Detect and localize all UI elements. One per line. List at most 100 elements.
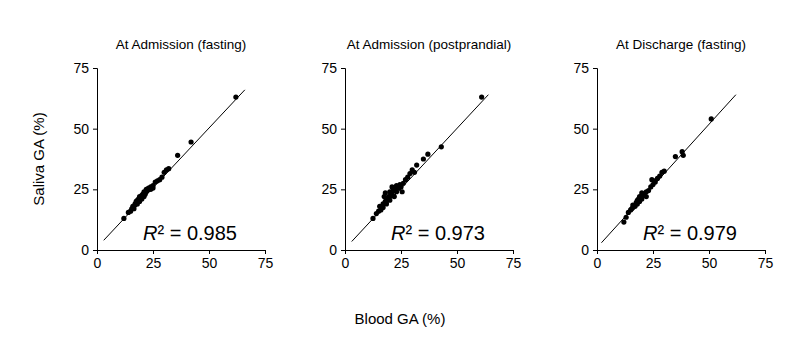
tick-label: 50 [573,121,589,137]
axis-line [593,69,598,251]
tick-label: 0 [94,255,102,271]
point [662,169,667,174]
tick-mark [93,189,97,190]
tick-label: 50 [450,255,466,271]
tick: 0 [594,250,602,271]
tick: 50 [202,250,218,271]
tick-label: 75 [258,255,274,271]
tick-mark [341,189,345,190]
tick-mark [593,129,597,130]
tick-mark [457,250,458,254]
tick: 25 [73,181,97,197]
x-axis: 0 25 50 75 [594,250,774,271]
annotation: R² = 0.973 [391,222,485,244]
annotation: R² = 0.985 [143,222,237,244]
tick: 75 [258,250,274,271]
tick-mark [593,68,597,69]
tick-mark [653,250,654,254]
tick: 25 [646,250,662,271]
chart-title: At Admission (fasting) [116,37,247,52]
tick-mark [93,68,97,69]
tick: 75 [73,60,97,76]
panel: At Admission (postprandial) 0 25 50 75 0 25 50 7… [321,37,521,271]
tick: 0 [94,250,102,271]
tick-mark [153,250,154,254]
tick: 75 [506,250,522,271]
tick-label: 25 [321,181,337,197]
tick-label: 25 [73,181,89,197]
tick-label: 50 [202,255,218,271]
tick-mark [709,250,710,254]
point [175,153,180,158]
axis-line [98,251,266,255]
chart-title: At Discharge (fasting) [616,37,746,52]
point [644,194,649,199]
point [425,152,430,157]
axis-line [341,69,346,251]
tick-mark [593,250,597,251]
tick: 50 [702,250,718,271]
chart-title: At Admission (postprandial) [347,37,511,52]
point [233,95,238,100]
tick: 75 [573,60,597,76]
tick-label: 75 [506,255,522,271]
point [414,162,419,167]
tick-mark [93,129,97,130]
plot-area [601,95,735,243]
tick: 75 [758,250,774,271]
tick-label: 25 [394,255,410,271]
axis-line [346,251,514,255]
tick: 25 [146,250,162,271]
tick-mark [341,68,345,69]
fit-line [352,95,489,242]
tick: 0 [329,242,345,258]
tick-label: 50 [73,121,89,137]
tick-label: 0 [342,255,350,271]
tick-mark [513,250,514,254]
y-axis-title: Saliva GA (%) [30,112,47,205]
point [392,194,397,199]
point [673,154,678,159]
point [166,166,171,171]
tick: 75 [321,60,345,76]
point [188,139,193,144]
tick-label: 0 [594,255,602,271]
annotation: R² = 0.979 [643,222,737,244]
tick-label: 25 [646,255,662,271]
tick: 50 [73,121,97,137]
tick-label: 25 [573,181,589,197]
point [439,144,444,149]
axis-line [598,251,766,255]
tick-label: 75 [758,255,774,271]
tick-label: 50 [321,121,337,137]
tick-label: 0 [581,242,589,258]
tick: 25 [394,250,410,271]
tick-mark [341,129,345,130]
point [624,215,629,220]
tick-mark [401,250,402,254]
x-axis-title: Blood GA (%) [355,310,446,327]
y-axis: 0 25 50 75 [573,60,597,258]
tick-label: 25 [146,255,162,271]
tick-mark [93,250,97,251]
tick: 0 [581,242,597,258]
tick: 50 [573,121,597,137]
x-axis: 0 25 50 75 [342,250,522,271]
tick: 0 [342,250,350,271]
tick-mark [765,250,766,254]
tick-mark [265,250,266,254]
tick-label: 0 [81,242,89,258]
tick-label: 75 [73,60,89,76]
tick-label: 0 [329,242,337,258]
panel: At Admission (fasting) 0 25 50 75 0 25 50 75 R² =… [73,37,273,271]
plot-area [352,95,489,242]
point [709,116,714,121]
y-axis: 0 25 50 75 [73,60,97,258]
tick-label: 50 [702,255,718,271]
panel: At Discharge (fasting) 0 25 50 75 0 25 50 75 R² =… [573,37,773,271]
tick-mark [209,250,210,254]
point [370,216,375,221]
tick-label: 75 [321,60,337,76]
figure: At Admission (fasting) 0 25 50 75 0 25 50 75 R² =… [0,0,800,347]
y-axis: 0 25 50 75 [321,60,345,258]
